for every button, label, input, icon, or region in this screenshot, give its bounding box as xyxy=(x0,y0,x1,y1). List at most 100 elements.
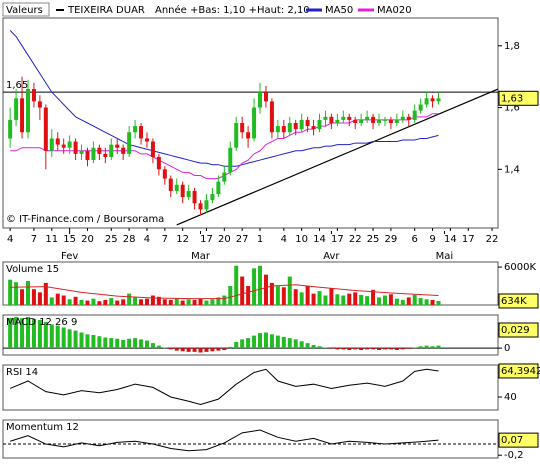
candle-body xyxy=(299,119,304,130)
bar xyxy=(365,296,370,305)
candle-body xyxy=(341,116,346,120)
bar xyxy=(20,289,25,305)
bar xyxy=(150,343,155,349)
bar xyxy=(210,299,215,305)
candle-body xyxy=(234,123,239,148)
bar xyxy=(228,286,233,305)
bar xyxy=(329,288,334,305)
month-label: Fev xyxy=(61,251,78,262)
candle-body xyxy=(377,119,382,123)
candle-body xyxy=(311,126,316,130)
bar xyxy=(43,282,48,305)
candle-body xyxy=(263,92,268,102)
bar xyxy=(198,298,203,305)
bar xyxy=(127,338,132,349)
y-tick-label: -0,2 xyxy=(504,450,524,461)
candle-body xyxy=(204,200,209,210)
bar xyxy=(115,300,120,305)
bar xyxy=(388,294,393,305)
x-tick-label: 29 xyxy=(385,234,398,245)
bar xyxy=(400,299,405,305)
bar xyxy=(418,298,423,305)
panel-title: MACD 12 26 9 xyxy=(6,317,77,328)
y-tick-label: 0 xyxy=(504,343,510,354)
y-tick-label: 1,4 xyxy=(504,164,520,175)
bar xyxy=(144,298,149,305)
candle-body xyxy=(67,141,72,148)
bar xyxy=(174,298,179,305)
candle-body xyxy=(382,119,387,121)
bar xyxy=(210,348,215,352)
legend-label: MA50 xyxy=(325,5,353,16)
bar xyxy=(377,297,382,305)
moving-average xyxy=(9,30,439,167)
bar xyxy=(263,332,268,349)
bar xyxy=(14,282,19,305)
x-tick-label: 20 xyxy=(218,234,231,245)
panel-frame xyxy=(2,364,499,411)
bar xyxy=(144,340,149,349)
candle-body xyxy=(31,89,36,102)
panel-label: Valeurs xyxy=(6,5,43,16)
candle-body xyxy=(55,138,60,145)
bar xyxy=(204,300,209,305)
x-tick-label: 10 xyxy=(295,234,308,245)
candle-body xyxy=(365,116,370,120)
candle-body xyxy=(121,147,126,154)
candle-body xyxy=(335,119,340,123)
bar xyxy=(8,279,13,305)
candle-body xyxy=(371,116,376,123)
bar xyxy=(377,348,382,350)
candle-body xyxy=(162,169,167,179)
panel-frame xyxy=(2,261,499,306)
bar xyxy=(317,346,322,349)
bar xyxy=(353,292,358,305)
bar xyxy=(174,348,179,351)
legend-label: MA020 xyxy=(377,5,412,16)
bar xyxy=(359,348,364,350)
y-tick-label: 1,6 xyxy=(504,103,520,114)
bar xyxy=(91,335,96,349)
bar xyxy=(20,318,25,349)
candle-body xyxy=(168,178,173,191)
candle-body xyxy=(222,172,227,182)
candle-body xyxy=(317,119,322,130)
bar xyxy=(79,332,84,349)
bar xyxy=(252,335,257,349)
bar xyxy=(353,348,358,350)
bar xyxy=(305,343,310,349)
bar xyxy=(234,341,239,349)
indicator-line xyxy=(9,429,439,452)
candle-body xyxy=(228,147,233,173)
candle-body xyxy=(97,147,102,154)
bar xyxy=(168,348,173,350)
candle-body xyxy=(192,190,197,204)
candle-body xyxy=(79,150,84,154)
bar xyxy=(115,338,120,349)
bar xyxy=(240,339,245,349)
bar xyxy=(180,348,185,352)
bar xyxy=(127,293,132,305)
bar xyxy=(55,325,60,349)
bar xyxy=(222,348,227,350)
candle-body xyxy=(246,132,251,139)
bar xyxy=(156,345,161,349)
main-frame xyxy=(2,17,499,229)
candle-body xyxy=(20,98,25,133)
last-value-box xyxy=(498,90,539,106)
candle-body xyxy=(150,141,155,157)
bar xyxy=(293,289,298,305)
bar xyxy=(240,276,245,305)
last-value-label: 0,029 xyxy=(501,325,530,336)
bar xyxy=(25,316,30,349)
candle-body xyxy=(400,116,405,120)
chart-subtitle: Année +Bas: 1,10 +Haut: 2,10 xyxy=(155,4,310,16)
bar xyxy=(424,345,429,349)
bar xyxy=(61,295,66,305)
bar xyxy=(168,299,173,305)
bar xyxy=(252,268,257,305)
candle-body xyxy=(127,132,132,154)
bar xyxy=(275,286,280,305)
candle-body xyxy=(418,104,423,111)
x-tick-label: 20 xyxy=(81,234,94,245)
